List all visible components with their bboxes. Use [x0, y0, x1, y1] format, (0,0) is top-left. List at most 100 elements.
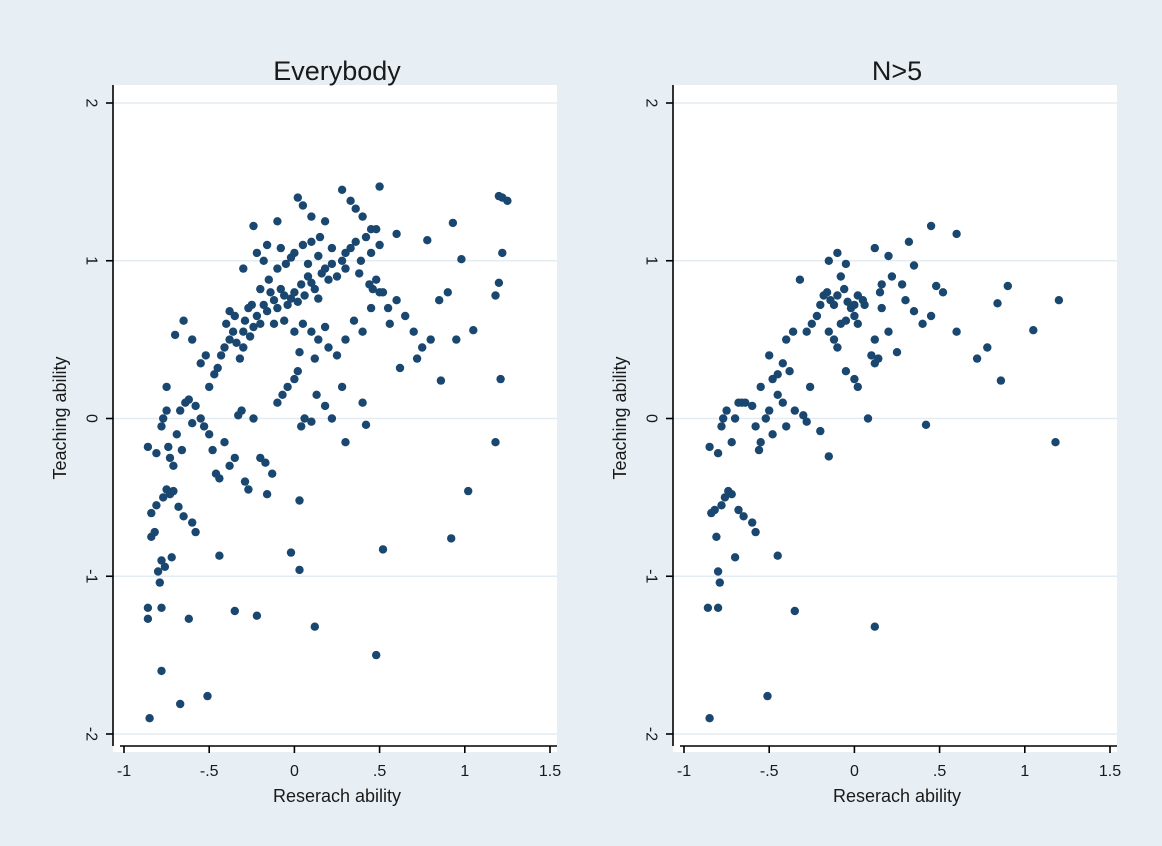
scatter-point: [805, 382, 815, 392]
scatter-point: [307, 278, 316, 287]
x-axis-label: Reserach ability: [273, 786, 401, 806]
scatter-point: [252, 248, 262, 258]
scatter-point: [841, 316, 851, 325]
scatter-point: [164, 442, 173, 452]
scatter-point: [850, 311, 859, 321]
scatter-point: [205, 382, 214, 392]
scatter-point: [240, 477, 250, 486]
scatter-point: [262, 307, 272, 316]
scatter-point: [273, 264, 282, 273]
scatter-point: [249, 322, 258, 332]
x-tick-label: 1.5: [539, 763, 561, 780]
scatter-point: [739, 512, 748, 521]
scatter-point: [143, 603, 153, 612]
scatter-point: [310, 354, 319, 363]
scatter-points: [143, 182, 512, 723]
x-tick-label: 1: [460, 763, 469, 780]
scatter-point: [358, 212, 367, 221]
scatter-point: [372, 275, 381, 284]
scatter-point: [327, 259, 337, 269]
scatter-point: [712, 532, 721, 541]
scatter-point: [230, 606, 239, 616]
scatter-point: [734, 505, 743, 515]
scatter-point: [337, 185, 347, 194]
scatter-point: [297, 422, 306, 431]
scatter-point: [237, 406, 246, 415]
scatter-point: [983, 343, 992, 352]
scatter-point: [717, 422, 726, 431]
scatter-point: [833, 343, 842, 352]
scatter-point: [932, 281, 941, 291]
scatter-point: [790, 606, 799, 616]
scatter-point: [378, 288, 388, 297]
scatter-point: [303, 259, 313, 269]
scatter-point: [751, 527, 760, 537]
scatter-point: [320, 401, 330, 411]
scatter-point: [295, 348, 304, 357]
x-tick-label: .5: [933, 763, 946, 780]
scatter-point: [795, 275, 805, 284]
scatter-point: [921, 420, 931, 429]
scatter-point: [972, 354, 982, 363]
scatter-point: [824, 452, 833, 461]
scatter-point: [901, 296, 910, 305]
scatter-point: [201, 351, 210, 360]
scatter-point: [298, 201, 308, 210]
scatter-point: [341, 264, 350, 273]
scatter-point: [496, 374, 505, 384]
scatter-point: [210, 370, 219, 379]
scatter-point: [782, 335, 791, 344]
scatter-point: [824, 327, 833, 336]
scatter-point: [184, 395, 193, 404]
scatter-point: [361, 232, 371, 242]
scatter-point: [867, 351, 876, 360]
scatter-point: [833, 291, 842, 300]
scatter-point: [494, 278, 504, 287]
scatter-point: [375, 182, 384, 191]
scatter-point: [188, 335, 197, 344]
scatter-point: [264, 275, 273, 284]
scatter-point: [324, 343, 333, 352]
scatter-point: [782, 422, 791, 431]
scatter-point: [366, 225, 376, 234]
scatter-point: [337, 382, 347, 392]
scatter-point: [870, 243, 879, 253]
scatter-point: [152, 501, 161, 510]
scatter-point: [773, 551, 782, 560]
y-axis-ticks: -2 -1 0 1 2: [643, 99, 673, 741]
y-tick-label: -1: [643, 569, 660, 583]
scatter-point: [713, 603, 723, 612]
scatter-point: [897, 280, 907, 289]
scatter-point: [169, 461, 178, 470]
scatter-point: [720, 493, 730, 502]
scatter-point: [705, 442, 714, 452]
scatter-point: [356, 256, 366, 265]
scatter-point: [366, 303, 376, 313]
y-tick-label: 2: [643, 99, 660, 108]
scatter-point: [169, 486, 178, 496]
scatter-point: [281, 259, 291, 269]
scatter-point: [392, 296, 401, 305]
scatter-point: [926, 311, 936, 321]
x-tick-label: 0: [290, 763, 299, 780]
scatter-point: [252, 311, 262, 321]
scatter-point: [268, 469, 277, 478]
scatter-point: [165, 453, 175, 463]
scatter-point: [378, 545, 388, 554]
scatter-point: [215, 474, 224, 483]
scatter-point: [159, 493, 168, 502]
scatter-point: [150, 527, 159, 537]
scatter-point: [996, 376, 1006, 385]
scatter-point: [179, 316, 188, 325]
scatter-point: [239, 264, 248, 273]
scatter-point: [802, 417, 811, 426]
scatter-point: [157, 666, 166, 676]
scatter-point: [256, 319, 265, 328]
scatter-point: [239, 327, 248, 336]
scatter-point: [307, 327, 316, 336]
scatter-point: [765, 351, 774, 360]
scatter-point: [230, 453, 239, 463]
scatter-point: [220, 438, 229, 447]
scatter-point: [283, 382, 292, 392]
